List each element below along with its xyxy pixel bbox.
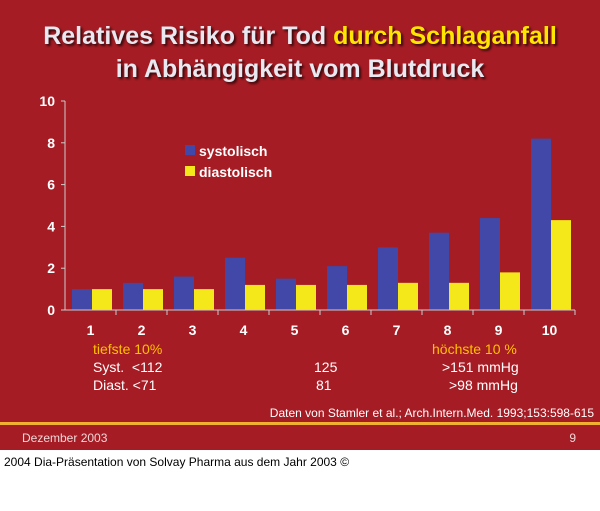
bar-systolisch-7 — [378, 247, 398, 310]
slide: Relatives Risiko für Tod durch Schlaganf… — [0, 0, 600, 450]
diast-mid: 81 — [316, 377, 332, 393]
legend-swatch-diastolisch — [185, 166, 195, 176]
x-tick-label: 2 — [138, 322, 146, 338]
caption: 2004 Dia-Präsentation von Solvay Pharma … — [4, 455, 350, 469]
bar-diastolisch-3 — [194, 289, 214, 310]
bar-diastolisch-10 — [551, 220, 571, 310]
bar-diastolisch-2 — [143, 289, 163, 310]
bar-diastolisch-8 — [449, 282, 469, 310]
legend-label-systolisch: systolisch — [199, 143, 267, 159]
x-tick-label: 8 — [444, 322, 452, 338]
y-tick-label: 8 — [47, 135, 55, 151]
bar-diastolisch-4 — [245, 284, 265, 310]
label-low: tiefste 10% — [93, 341, 163, 357]
bar-systolisch-1 — [72, 289, 92, 310]
x-tick-label: 9 — [495, 322, 503, 338]
y-tick-label: 0 — [47, 302, 55, 318]
label-high: höchste 10 % — [432, 341, 517, 357]
bar-diastolisch-6 — [347, 284, 367, 310]
syst-high: >151 mmHg — [442, 359, 519, 375]
footer-date: Dezember 2003 — [22, 431, 108, 445]
title-highlight: durch Schlaganfall — [333, 22, 557, 50]
y-tick-label: 4 — [47, 218, 55, 234]
divider — [0, 422, 600, 425]
x-tick-label: 10 — [542, 322, 558, 338]
x-tick-label: 5 — [291, 322, 299, 338]
bar-diastolisch-5 — [296, 284, 316, 310]
title-part: Relatives Risiko für Tod — [43, 22, 334, 50]
bar-systolisch-4 — [225, 257, 245, 310]
legend-label-diastolisch: diastolisch — [199, 164, 272, 180]
bar-systolisch-10 — [531, 138, 551, 310]
legend-swatch-systolisch — [185, 145, 195, 155]
diast-high: >98 mmHg — [449, 377, 518, 393]
bar-systolisch-5 — [276, 278, 296, 310]
x-tick-label: 4 — [240, 322, 248, 338]
bar-systolisch-2 — [123, 282, 143, 310]
y-tick-label: 6 — [47, 177, 55, 193]
x-tick-label: 3 — [189, 322, 197, 338]
diast-low: Diast. <71 — [93, 377, 157, 393]
bar-systolisch-9 — [480, 218, 500, 310]
bar-diastolisch-1 — [92, 289, 112, 310]
syst-mid: 125 — [314, 359, 338, 375]
bar-systolisch-8 — [429, 232, 449, 310]
bar-systolisch-6 — [327, 266, 347, 310]
x-tick-label: 7 — [393, 322, 401, 338]
bar-systolisch-3 — [174, 276, 194, 310]
source-note: Daten von Stamler et al.; Arch.Intern.Me… — [269, 406, 594, 420]
y-tick-label: 10 — [39, 93, 55, 109]
syst-low: Syst. <112 — [93, 359, 163, 375]
title-line-1: Relatives Risiko für Tod durch Schlaganf… — [0, 22, 600, 51]
title-line-2: in Abhängigkeit vom Blutdruck — [115, 55, 485, 83]
x-tick-label: 1 — [87, 322, 95, 338]
footer-page: 9 — [569, 431, 576, 445]
y-tick-label: 2 — [47, 260, 55, 276]
bar-diastolisch-7 — [398, 282, 418, 310]
x-tick-label: 6 — [342, 322, 350, 338]
bar-diastolisch-9 — [500, 272, 520, 310]
